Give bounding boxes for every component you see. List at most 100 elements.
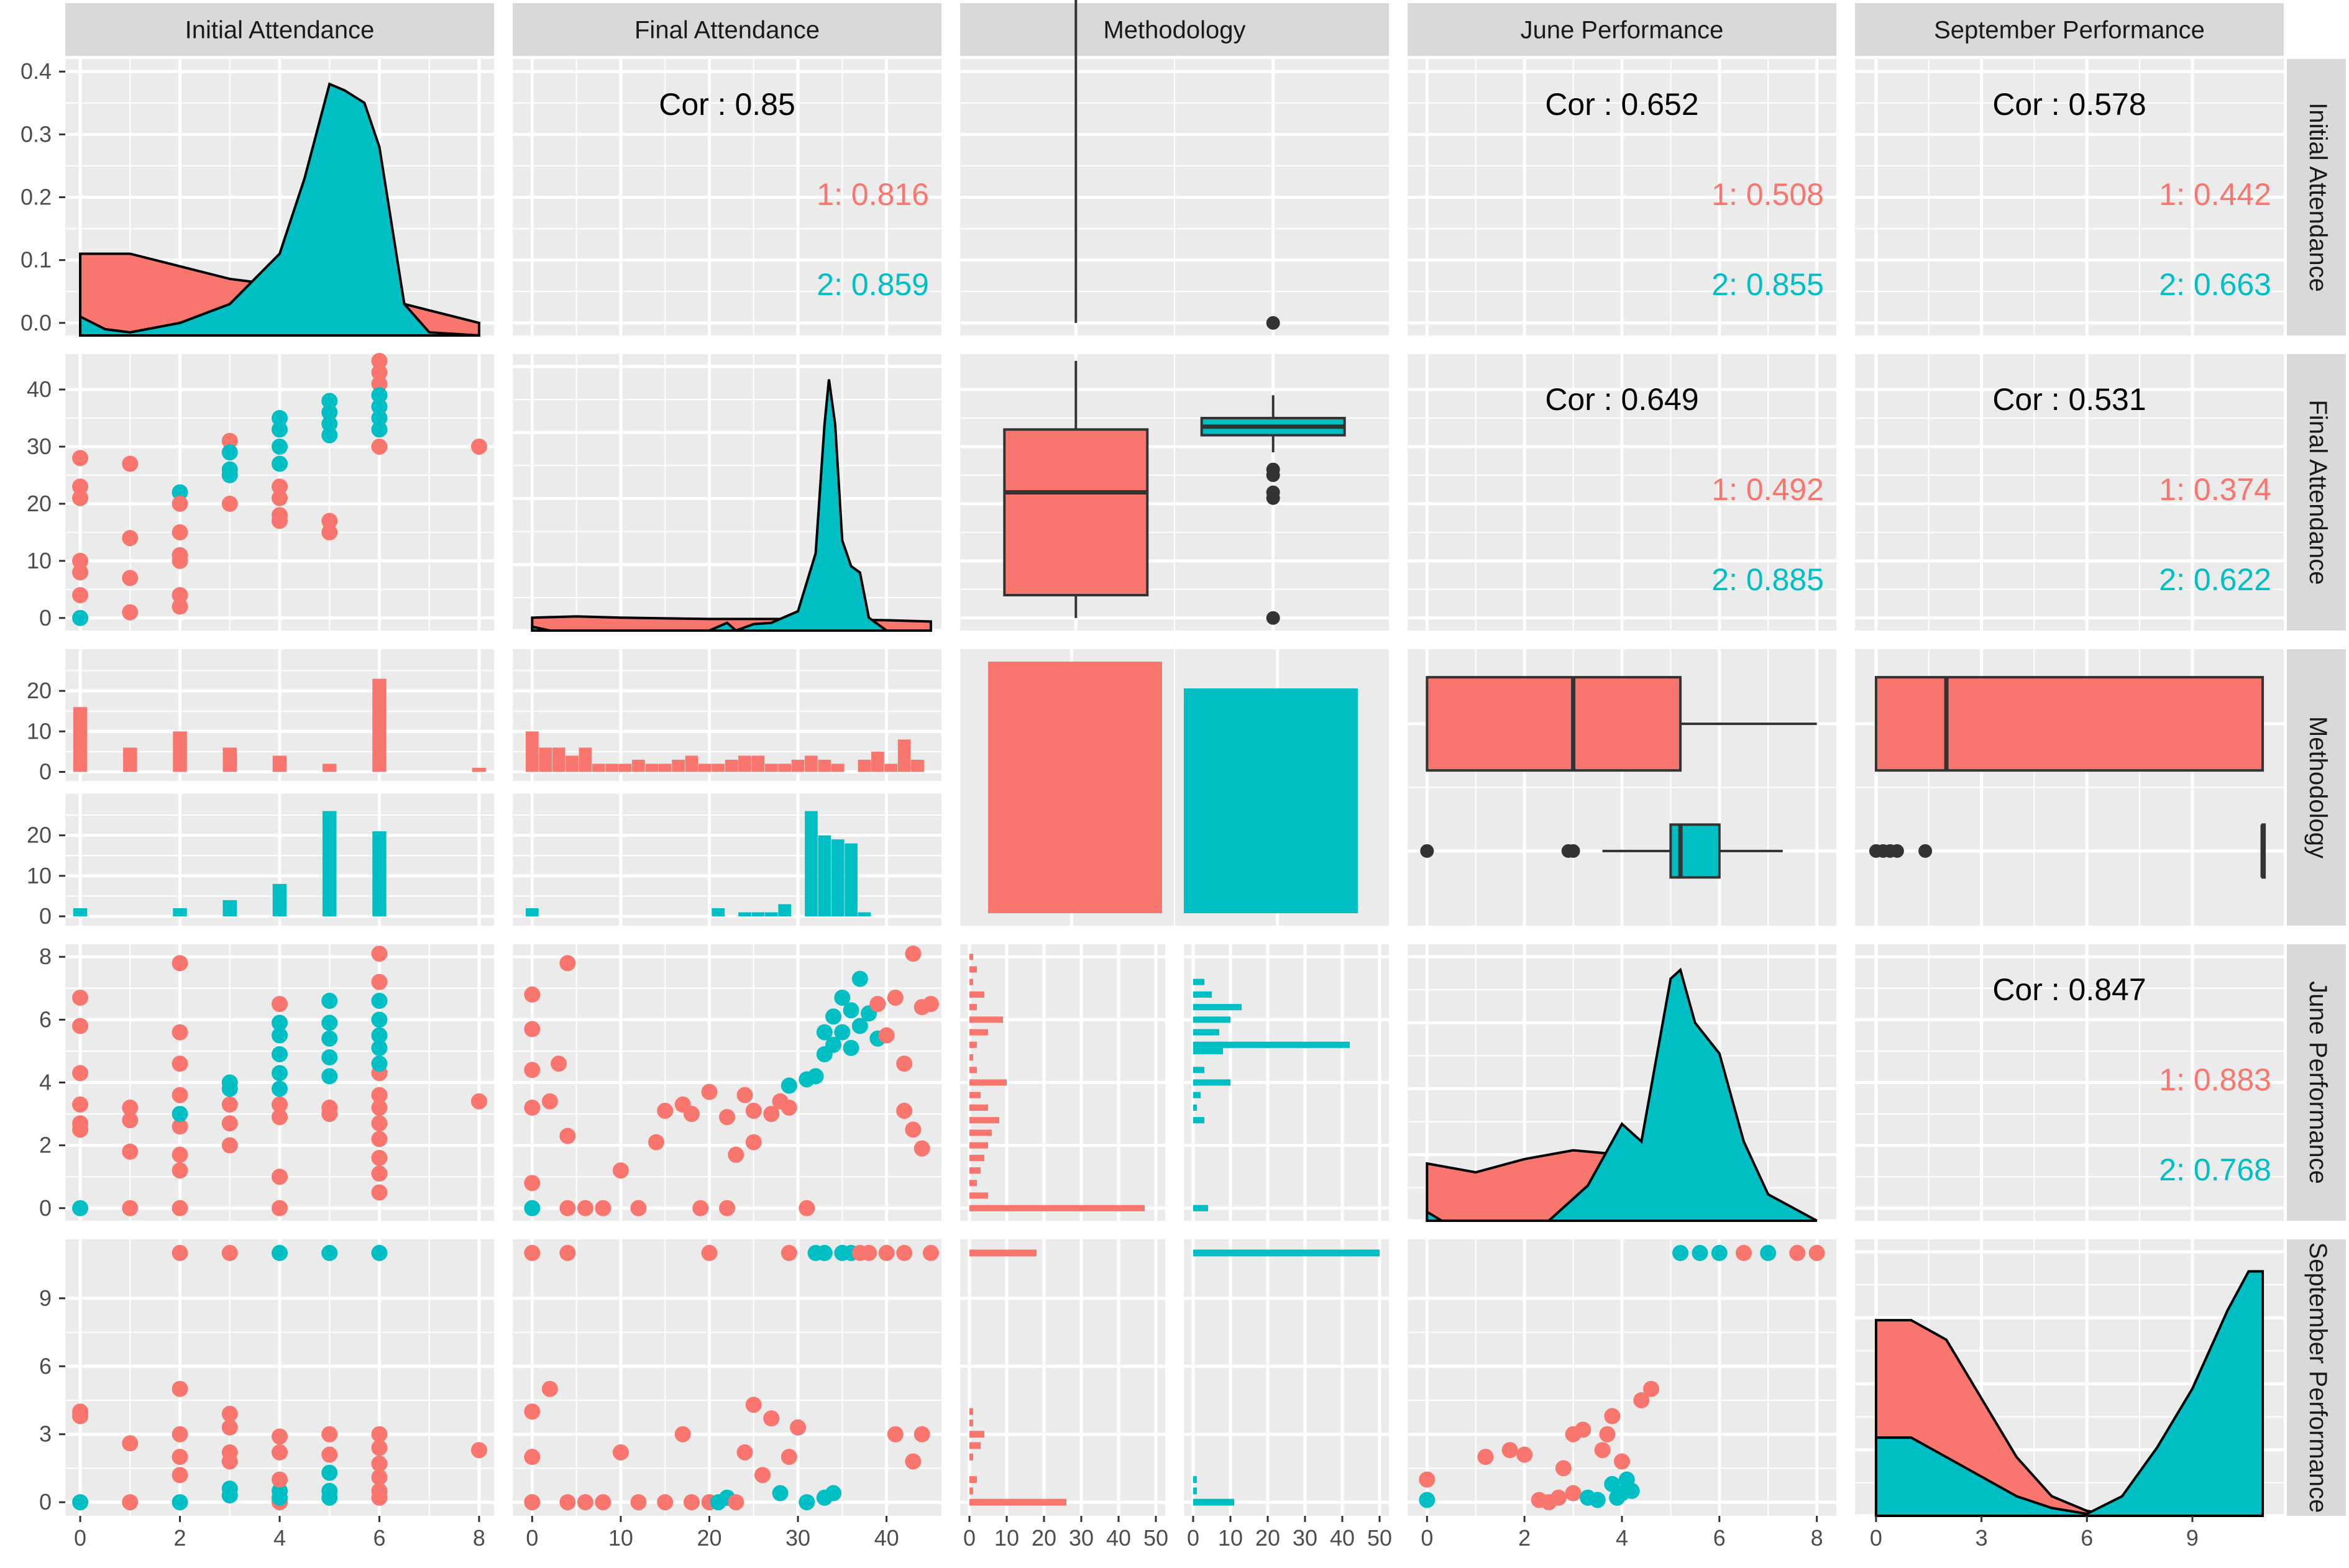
- x-tick-label: 0: [526, 1525, 538, 1551]
- hist-bar-group-2: [1193, 1476, 1197, 1484]
- y-tick-label: 10: [27, 718, 52, 744]
- scatter-point-group-1: [1555, 1460, 1572, 1477]
- scatter-point-group-1: [371, 973, 388, 990]
- hist-bar-group-1: [969, 1419, 973, 1426]
- hist-bar-group-2: [1193, 1249, 1380, 1257]
- scatter-point-group-1: [72, 1096, 89, 1113]
- scatter-point-group-1: [272, 1096, 288, 1113]
- hist-bar-group-1: [969, 1180, 977, 1187]
- scatter-point-group-2: [371, 387, 388, 404]
- density-group-2: [1426, 967, 1818, 1222]
- scatter-point-group-1: [172, 1162, 188, 1179]
- scatter-point-group-1: [172, 1146, 188, 1163]
- x-tick-label: 40: [1330, 1525, 1355, 1551]
- hist-bar-group-2: [1193, 1067, 1204, 1073]
- scatter-point-group-1: [371, 1184, 388, 1201]
- strip-top-label: Initial Attendance: [185, 17, 375, 44]
- hist-bar-group-2: [1193, 978, 1204, 985]
- scatter-point-group-2: [371, 398, 388, 415]
- hist-bar-group-1: [969, 1431, 984, 1438]
- hist-bar-group-2: [372, 831, 387, 916]
- scatter-point-group-1: [72, 552, 89, 569]
- scatter-point-group-1: [524, 1099, 541, 1116]
- scatter-point-group-1: [790, 1419, 807, 1436]
- scatter-point-group-1: [172, 598, 188, 615]
- scatter-point-group-2: [834, 989, 851, 1006]
- scatter-point-group-1: [371, 364, 388, 381]
- scatter-point-group-2: [825, 1485, 842, 1502]
- panel-2-3: [1408, 649, 1836, 926]
- hist-bar-group-2: [1193, 1487, 1197, 1495]
- hist-bar-group-1: [969, 1498, 1066, 1506]
- scatter-point-group-1: [1419, 1471, 1436, 1488]
- scatter-point-group-1: [683, 1494, 700, 1511]
- scatter-point-group-1: [745, 1103, 762, 1119]
- scatter-point-group-1: [321, 1099, 338, 1116]
- scatter-point-group-1: [172, 524, 188, 540]
- scatter-point-group-1: [736, 1444, 753, 1461]
- hist-bar-group-1: [658, 763, 672, 772]
- scatter-point-group-1: [221, 1137, 238, 1154]
- hist-bar-group-1: [969, 978, 973, 985]
- scatter-point-group-1: [371, 375, 388, 392]
- scatter-point-group-2: [371, 993, 388, 1010]
- hist-bar-group-1: [969, 1453, 973, 1461]
- scatter-point-group-2: [321, 1014, 338, 1031]
- correlation-group-1: 1: 0.816: [817, 177, 929, 212]
- y-tick-label: 40: [27, 376, 52, 402]
- y-tick-label: 0.3: [21, 121, 52, 147]
- scatter-point-group-2: [272, 1080, 288, 1097]
- scatter-point-group-1: [470, 438, 487, 455]
- x-tick-label: 6: [373, 1525, 385, 1551]
- scatter-point-group-1: [887, 989, 904, 1006]
- scatter-point-group-2: [1760, 1244, 1777, 1261]
- scatter-point-group-1: [272, 513, 288, 529]
- scatter-point-group-1: [122, 530, 139, 547]
- scatter-point-group-1: [630, 1494, 647, 1511]
- scatter-point-group-2: [72, 1200, 89, 1216]
- hist-bar-group-2: [526, 908, 539, 916]
- scatter-point-group-1: [736, 1087, 753, 1103]
- hist-bar-group-1: [764, 763, 778, 772]
- scatter-point-group-1: [172, 1055, 188, 1072]
- scatter-point-group-1: [321, 1426, 338, 1443]
- hist-bar-group-1: [969, 1054, 973, 1061]
- hist-bar-group-2: [1193, 1498, 1234, 1506]
- hist-bar-group-2: [1193, 1117, 1204, 1124]
- hist-bar-group-2: [1193, 1041, 1350, 1048]
- scatter-point-group-1: [122, 1143, 139, 1160]
- hist-bar-group-2: [222, 900, 237, 916]
- scatter-point-group-1: [1550, 1489, 1567, 1506]
- hist-bar-group-1: [552, 747, 566, 772]
- x-tick-label: 10: [994, 1525, 1019, 1551]
- x-tick-label: 8: [1811, 1525, 1823, 1551]
- box-outlier: [1266, 316, 1280, 330]
- scatter-point-group-1: [541, 1093, 558, 1110]
- y-tick-label: 3: [39, 1421, 52, 1447]
- bar-group-1: [988, 662, 1162, 913]
- scatter-point-group-1: [272, 1428, 288, 1445]
- panel-0-4: Cor : 0.578 1: 0.442 2: 0.663: [1855, 59, 2284, 335]
- scatter-point-group-2: [1672, 1244, 1689, 1261]
- panel-4-3: [1408, 1239, 1836, 1516]
- hist-bar-group-1: [751, 755, 765, 772]
- correlation-overall: Cor : 0.531: [1992, 382, 2146, 417]
- strip-right-initial-attendance: [2287, 59, 2346, 335]
- scatter-point-group-1: [559, 1494, 576, 1511]
- scatter-point-group-1: [221, 1419, 238, 1436]
- density-group-2: [1874, 1270, 2264, 1517]
- density-group-2: [531, 379, 891, 632]
- x-tick-label: 9: [2186, 1525, 2199, 1551]
- strip-top-label: September Performance: [1934, 17, 2205, 44]
- hist-bar-group-1: [969, 1192, 988, 1199]
- scatter-point-group-1: [122, 1112, 139, 1129]
- hist-bar-group-1: [969, 1154, 984, 1161]
- facet-background: [960, 1239, 1165, 1516]
- hist-bar-group-2: [1193, 1016, 1230, 1023]
- scatter-point-group-2: [221, 1074, 238, 1091]
- panel-4-1: [513, 1239, 941, 1516]
- scatter-point-group-1: [763, 1410, 780, 1427]
- scatter-point-group-1: [321, 524, 338, 540]
- scatter-point-group-1: [371, 1099, 388, 1116]
- correlation-group-2: 2: 0.855: [1711, 267, 1824, 302]
